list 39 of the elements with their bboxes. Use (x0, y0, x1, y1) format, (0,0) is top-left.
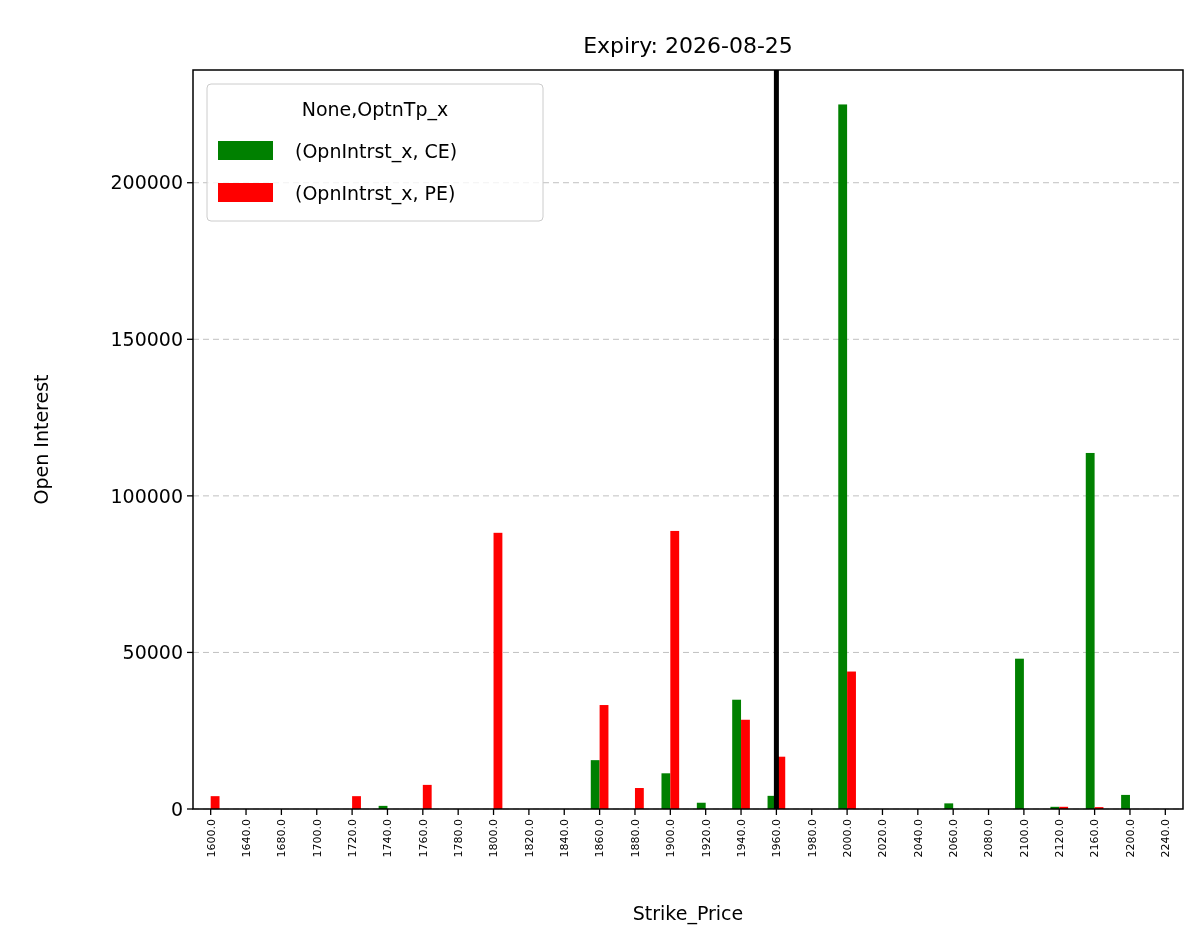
x-tick-label: 1780.0 (452, 819, 466, 858)
x-tick-label: 1600.0 (204, 819, 218, 858)
y-tick-label: 0 (170, 797, 183, 820)
x-tick-label: 2200.0 (1123, 819, 1137, 858)
x-tick-label: 1700.0 (310, 819, 324, 858)
x-tick-label: 1720.0 (345, 819, 359, 858)
legend-label: (OpnIntrst_x, CE) (295, 139, 458, 163)
x-tick-label: 1760.0 (416, 819, 430, 858)
x-tick-label: 2160.0 (1088, 819, 1102, 858)
x-tick-label: 1880.0 (628, 819, 642, 858)
x-tick-label: 1840.0 (558, 819, 572, 858)
x-tick-label: 1640.0 (239, 819, 253, 858)
legend-label: (OpnIntrst_x, PE) (295, 181, 456, 205)
x-tick-label: 2080.0 (982, 819, 996, 858)
y-tick-label: 150000 (110, 327, 183, 350)
x-tick-label: 1940.0 (734, 819, 748, 858)
x-tick-label: 2000.0 (840, 819, 854, 858)
legend-title: None,OptnTp_x (301, 98, 449, 121)
x-tick-label: 2240.0 (1159, 819, 1173, 858)
y-tick-label: 100000 (110, 484, 183, 507)
x-tick-label: 1680.0 (275, 819, 289, 858)
y-tick-label: 50000 (122, 641, 183, 664)
x-tick-label: 2100.0 (1017, 819, 1031, 858)
x-tick-label: 2020.0 (876, 819, 890, 858)
y-axis-title: Open Interest (30, 374, 52, 505)
x-tick-label: 1740.0 (381, 819, 395, 858)
chart-title: Expiry: 2026-08-25 (583, 33, 793, 58)
x-tick-label: 2060.0 (947, 819, 961, 858)
x-tick-label: 1800.0 (487, 819, 501, 858)
y-tick-label: 200000 (110, 171, 183, 194)
x-tick-label: 1860.0 (593, 819, 607, 858)
x-tick-label: 2120.0 (1053, 819, 1067, 858)
x-tick-label: 1820.0 (522, 819, 536, 858)
x-tick-label: 1960.0 (770, 819, 784, 858)
x-tick-label: 2040.0 (911, 819, 925, 858)
x-axis-title: Strike_Price (632, 902, 744, 925)
x-tick-label: 1980.0 (805, 819, 819, 858)
x-tick-label: 1900.0 (664, 819, 678, 858)
x-tick-label: 1920.0 (699, 819, 713, 858)
